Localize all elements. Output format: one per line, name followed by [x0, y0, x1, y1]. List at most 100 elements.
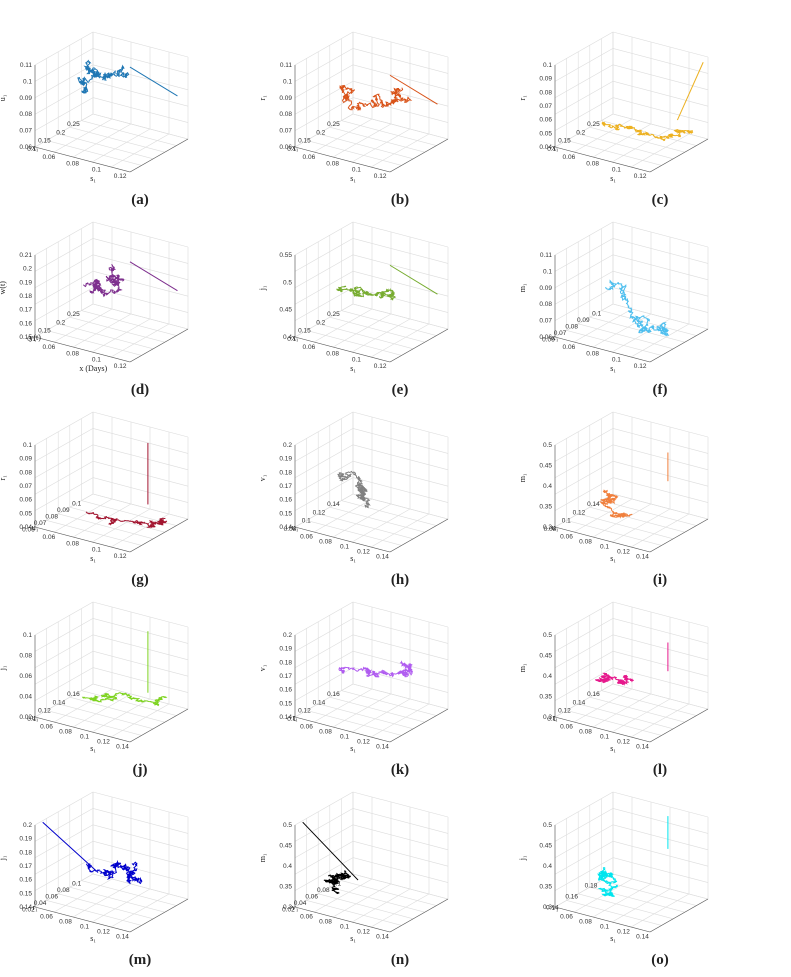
plot-3d: 0.060.080.10.120.140.10.120.140.160.140.… [258, 601, 449, 753]
z-tick-label: 0.18 [279, 469, 292, 476]
z-tick-label: 0.17 [19, 863, 32, 870]
x-tick-label: 0.14 [116, 934, 129, 941]
z-tick-label: 0.4 [543, 673, 552, 680]
y-tick-label: 0.1 [27, 336, 36, 343]
x-tick-label: 0.06 [40, 724, 53, 731]
y-tick-label: 0.25 [327, 121, 340, 128]
y-tick-label: 0.1 [547, 146, 556, 153]
z-axis-label: m₁ [258, 853, 267, 862]
plot-3d: 0.060.080.10.120.060.070.080.090.10.040.… [0, 411, 189, 563]
axis-edge [129, 328, 189, 363]
z-axis-label: m₁ [518, 283, 527, 292]
x-axis-label: s₁ [350, 364, 356, 373]
z-tick-label: 0.19 [19, 279, 32, 286]
z-axis-label: u₁ [0, 94, 7, 101]
z-tick-label: 0.4 [283, 863, 292, 870]
z-tick-label: 0.02 [19, 714, 32, 721]
axis-edge [649, 518, 709, 553]
z-tick-label: 0.55 [279, 252, 292, 259]
trajectory-line [77, 59, 130, 94]
z-tick-label: 0.1 [543, 268, 552, 275]
y-axis-label: u₁ [552, 523, 559, 532]
z-tick-label: 0.07 [279, 128, 292, 135]
transient-tail [676, 62, 704, 121]
y-tick-label: 0.12 [573, 509, 586, 516]
z-tick-label: 0.35 [539, 884, 552, 891]
y-axis-label: u₁ [292, 523, 299, 532]
panel-b: 0.06 0.08 0.1 0.12 0.1 0.15 0.2 0.25 0.06 0.07 0.0… [258, 22, 525, 217]
panel-caption: (e) [391, 382, 409, 398]
y-tick-label: 0.08 [317, 887, 330, 894]
x-axis-label: s₁ [90, 744, 96, 753]
panel-a: 0.06 0.08 0.1 0.12 0.1 0.15 0.2 0.25 0.06 0.07 0.0… [0, 22, 265, 217]
x-tick-label: 0.1 [600, 544, 609, 551]
z-tick-label: 0.04 [19, 524, 32, 531]
x-tick-label: 0.06 [40, 914, 53, 921]
x-tick-label: 0.12 [97, 929, 110, 936]
axis-edge [649, 138, 709, 173]
axis-edge [554, 716, 651, 743]
y-axis-label: x₁ [32, 143, 39, 152]
x-tick-label: 0.06 [560, 914, 573, 921]
x-tick-label: 0.1 [340, 734, 349, 741]
z-tick-label: 0.2 [283, 632, 292, 639]
z-tick-label: 0.11 [280, 62, 293, 69]
x-tick-label: 0.08 [586, 160, 599, 167]
z-tick-label: 0.19 [279, 456, 292, 463]
z-tick-label: 0.15 [19, 334, 32, 341]
grid-lines [294, 31, 449, 173]
x-tick-label: 0.1 [352, 357, 361, 364]
z-tick-label: 0.05 [539, 130, 552, 137]
x-tick-label: 0.14 [636, 554, 649, 561]
trajectory-line [605, 279, 669, 337]
z-tick-label: 0.3 [543, 904, 552, 911]
trajectory-line [82, 264, 125, 298]
panel-caption: (n) [390, 952, 410, 968]
panel-caption: (b) [390, 192, 410, 208]
y-tick-label: 0.06 [22, 527, 35, 534]
panel-e: 0.06 0.08 0.1 0.12 0.1 0.15 0.2 0.25 0.4 0.45 0.5 0… [258, 212, 525, 407]
z-tick-label: 0.15 [19, 890, 32, 897]
z-tick-label: 0.21 [19, 252, 32, 259]
z-tick-label: 0.18 [19, 293, 32, 300]
plot-3d: 0.060.080.10.120.140.020.040.060.080.10.… [258, 791, 449, 943]
x-tick-label: 0.08 [319, 919, 332, 926]
z-tick-label: 0.07 [539, 318, 552, 325]
plot-3d: 0.060.080.10.120.10.150.20.250.060.070.0… [0, 31, 189, 183]
grid-lines [294, 411, 449, 553]
panel-c: 0.06 0.08 0.1 0.12 0.1 0.15 0.2 0.25 0.04 0.05 0.0… [518, 22, 785, 217]
x-axis-label: s₁ [610, 934, 616, 943]
plot-3d: 0.060.080.10.120.140.020.040.060.080.10.… [0, 791, 189, 943]
plot-3d: 0.060.080.10.120.10.150.20.250.060.070.0… [258, 31, 449, 183]
axis-edge [649, 898, 709, 933]
axis-edge [389, 328, 449, 363]
z-tick-label: 0.07 [19, 128, 32, 135]
x-tick-label: 0.1 [612, 357, 621, 364]
x-axis-label: s₁ [350, 934, 356, 943]
plot-3d: 0.060.080.10.120.140.080.10.120.140.30.3… [518, 411, 709, 563]
z-tick-label: 0.1 [23, 632, 32, 639]
z-tick-label: 0.11 [540, 252, 553, 259]
z-tick-label: 0.14 [279, 524, 292, 531]
y-tick-label: 0.04 [34, 900, 47, 907]
panel-caption: (g) [131, 572, 149, 588]
axis-edge [554, 146, 651, 173]
z-axis-label: r₁ [0, 475, 7, 481]
panel-d: 0.06 0.08 0.1 0.12 0.1 0.15 0.2 0.25 0.15 0.16 0.1… [0, 212, 265, 407]
panel-g: 0.06 0.08 0.1 0.12 0.06 0.07 0.08 0.09 0.1 0.04 0.… [0, 402, 265, 597]
transient-tail [389, 264, 438, 295]
x-tick-label: 0.12 [357, 929, 370, 936]
y-tick-label: 0.25 [327, 311, 340, 318]
x-tick-label: 0.14 [636, 744, 649, 751]
z-tick-label: 0.4 [283, 334, 292, 341]
transient-tail [302, 821, 359, 881]
x-tick-label: 0.12 [634, 173, 647, 180]
x-tick-label: 0.08 [579, 919, 592, 926]
axis-edge [649, 328, 709, 363]
z-tick-label: 0.45 [279, 307, 292, 314]
x-tick-label: 0.14 [376, 744, 389, 751]
z-tick-label: 0.07 [19, 483, 32, 490]
axis-edge [294, 716, 391, 743]
x-axis-label: s₁ [90, 174, 96, 183]
y-tick-label: 0.08 [45, 514, 58, 521]
